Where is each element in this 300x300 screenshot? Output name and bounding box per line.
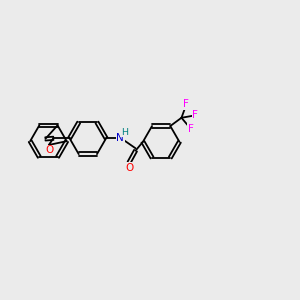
Text: N: N	[116, 133, 124, 143]
Text: F: F	[193, 110, 198, 120]
Text: F: F	[188, 124, 194, 134]
Text: O: O	[45, 145, 53, 155]
Text: O: O	[125, 163, 133, 173]
Text: H: H	[121, 128, 128, 137]
Text: F: F	[183, 100, 189, 110]
